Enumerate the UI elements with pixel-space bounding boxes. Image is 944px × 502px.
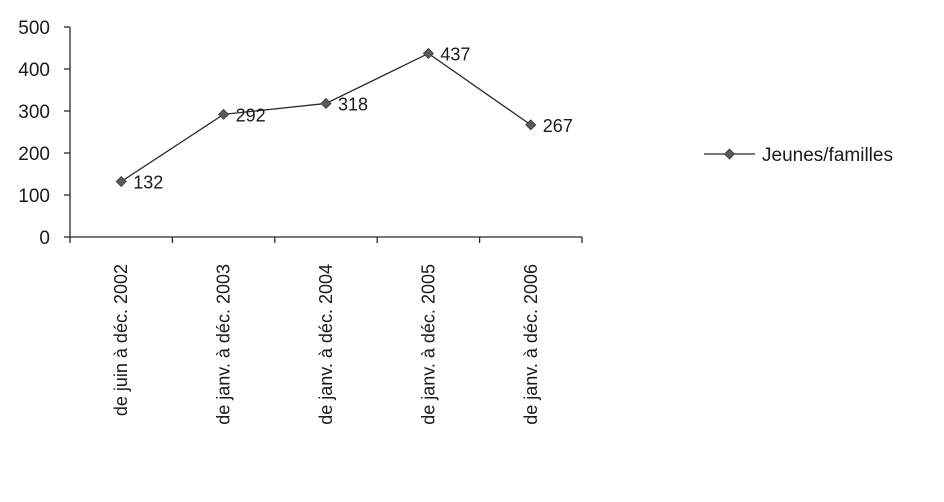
x-tick-label: de janv. à déc. 2003: [214, 264, 234, 425]
y-tick-label: 300: [18, 102, 50, 123]
legend-label: Jeunes/familles: [762, 145, 893, 166]
legend-marker-icon: [725, 149, 735, 159]
y-tick-label: 200: [18, 144, 50, 165]
data-label: 132: [133, 173, 163, 193]
data-label: 292: [236, 105, 266, 125]
data-point-marker: [423, 48, 433, 58]
data-point-marker: [116, 177, 126, 187]
data-point-marker: [219, 109, 229, 119]
chart-legend: Jeunes/familles: [704, 145, 893, 166]
chart-axes: [70, 27, 582, 237]
y-tick-label: 100: [18, 186, 50, 207]
data-label: 318: [338, 94, 368, 114]
y-tick-label: 0: [39, 228, 50, 249]
chart-data-labels: 132 292 318 437 267: [133, 44, 573, 192]
data-label: 267: [543, 116, 573, 136]
x-tick-label: de juin à déc. 2002: [111, 264, 131, 416]
x-tick-label: de janv. à déc. 2005: [418, 264, 438, 425]
data-point-marker: [526, 120, 536, 130]
x-tick-label: de janv. à déc. 2004: [316, 264, 336, 425]
data-label: 437: [440, 44, 470, 64]
y-tick-label: 500: [18, 18, 50, 39]
chart-ticks: 0 100 200 300 400 500 de juin à déc. 2002 de ja…: [18, 18, 582, 425]
y-tick-label: 400: [18, 60, 50, 81]
series-line: [121, 53, 531, 181]
x-tick-label: de janv. à déc. 2006: [521, 264, 541, 425]
chart-series: [116, 48, 536, 186]
data-point-marker: [321, 98, 331, 108]
